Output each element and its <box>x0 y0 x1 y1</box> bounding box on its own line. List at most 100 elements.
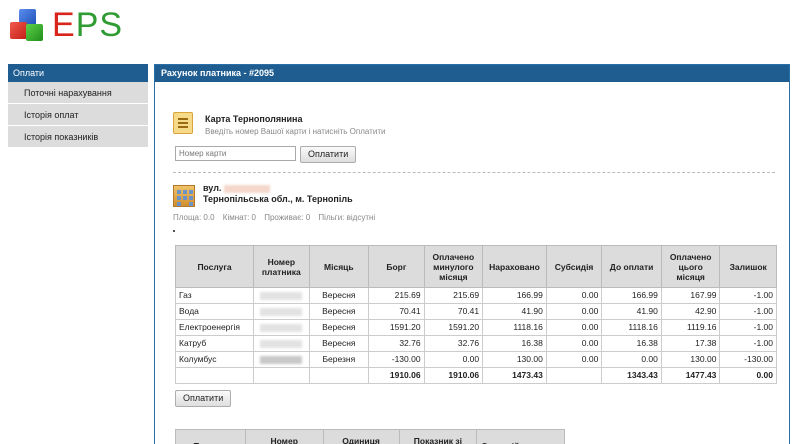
table-row: Електроенергія Вересня 1591.20 1591.20 1… <box>174 319 777 336</box>
area-value: Площа: 0.0 <box>173 213 215 222</box>
cubes-logo-icon <box>6 6 48 44</box>
card-subtitle: Введіть номер Вашої карти і натисніть Оп… <box>205 127 386 136</box>
payer-number-cell <box>253 303 310 320</box>
residents-value: Проживає: 0 <box>264 213 311 222</box>
col-debt: Борг <box>368 245 425 288</box>
card-number-input[interactable] <box>175 146 296 161</box>
service-cell: Вода <box>174 303 255 320</box>
sidebar-item-payment-history[interactable]: Історія оплат <box>8 104 148 126</box>
total-balance: 0.00 <box>719 367 777 384</box>
sidebar-title: Оплати <box>8 64 148 82</box>
service-cell: Колумбус <box>174 351 255 368</box>
paid-prev-cell: 32.76 <box>423 335 484 352</box>
to-pay-cell: 166.99 <box>601 287 662 304</box>
subsidy-cell: 0.00 <box>545 287 603 304</box>
to-pay-cell: 0.00 <box>601 351 662 368</box>
paid-prev-cell: 215.69 <box>423 287 484 304</box>
to-pay-cell: 41.90 <box>601 303 662 320</box>
charged-cell: 130.00 <box>482 351 547 368</box>
paid-curr-cell: 1119.16 <box>660 319 721 336</box>
col-service-reading: Показник зі служби <box>398 429 478 444</box>
col-month: Місяць <box>308 245 370 288</box>
card-title: Карта Тернополянина <box>205 114 303 124</box>
total-debt: 1910.06 <box>368 367 425 384</box>
month-cell: Вересня <box>308 287 370 304</box>
paid-prev-cell: 70.41 <box>423 303 484 320</box>
address-city: Тернопільська обл., м. Тернопіль <box>203 194 353 204</box>
card-pay-button[interactable]: Оплатити <box>300 146 357 163</box>
debt-cell: 215.69 <box>368 287 425 304</box>
totals-row: 1910.06 1910.06 1473.43 1343.43 1477.43 … <box>174 367 777 384</box>
total-to-pay: 1343.43 <box>601 367 662 384</box>
service-cell: Електроенергія <box>174 319 255 336</box>
redacted-value <box>260 307 303 316</box>
table-row: Вода Вересня 70.41 70.41 41.90 0.00 41.9… <box>174 303 777 320</box>
charges-table: Послуга Номер платника Місяць Борг Оплач… <box>174 245 777 384</box>
redacted-value <box>260 291 303 300</box>
charged-cell: 1118.16 <box>482 319 547 336</box>
redacted-value <box>260 355 303 364</box>
balance-cell: -1.00 <box>719 303 777 320</box>
month-cell: Вересня <box>308 303 370 320</box>
subsidy-cell: 0.00 <box>545 303 603 320</box>
payer-number-cell <box>253 287 310 304</box>
balance-cell: -1.00 <box>719 287 777 304</box>
redacted-value <box>260 323 303 332</box>
app-header: EPS <box>0 0 800 50</box>
col-meter-service: Послуга <box>175 429 246 444</box>
col-payer-number: Номер платника <box>253 245 310 288</box>
service-cell: Катруб <box>174 335 255 352</box>
month-cell: Березня <box>308 351 370 368</box>
charged-cell: 41.90 <box>482 303 547 320</box>
eps-logo[interactable]: EPS <box>6 6 123 44</box>
col-subsidy: Субсидія <box>545 245 603 288</box>
redacted-value <box>260 339 303 348</box>
card-icon <box>173 112 193 134</box>
col-last-reading: Останній показник <box>476 429 565 444</box>
paid-curr-cell: 42.90 <box>660 303 721 320</box>
meters-header-row: Послуга Номер лічильника Одиниця вимірюв… <box>175 429 565 444</box>
col-charged: Нараховано <box>482 245 547 288</box>
month-cell: Вересня <box>308 319 370 336</box>
table-row: Колумбус Березня -130.00 0.00 130.00 0.0… <box>174 351 777 368</box>
total-paid-prev: 1910.06 <box>423 367 484 384</box>
paid-prev-cell: 0.00 <box>423 351 484 368</box>
col-service: Послуга <box>174 245 255 288</box>
dot-marker <box>173 230 175 232</box>
col-to-pay: До оплати <box>601 245 662 288</box>
sidebar: Оплати Поточні нарахування Історія оплат… <box>8 64 148 148</box>
meters-table: Послуга Номер лічильника Одиниця вимірюв… <box>175 429 565 444</box>
balance-cell: -1.00 <box>719 319 777 336</box>
debt-cell: 1591.20 <box>368 319 425 336</box>
address-meta: Площа: 0.0 Кімнат: 0 Проживає: 0 Пільги:… <box>173 213 381 222</box>
paid-curr-cell: 130.00 <box>660 351 721 368</box>
col-paid-prev: Оплачено минулого місяця <box>423 245 484 288</box>
debt-cell: 32.76 <box>368 335 425 352</box>
city-card-block: Карта Тернополянина Введіть номер Вашої … <box>173 112 385 136</box>
paid-prev-cell: 1591.20 <box>423 319 484 336</box>
debt-cell: -130.00 <box>368 351 425 368</box>
subsidy-cell: 0.00 <box>545 335 603 352</box>
benefits-value: Пільги: відсутні <box>318 213 376 222</box>
balance-cell: -130.00 <box>719 351 777 368</box>
sidebar-item-current-charges[interactable]: Поточні нарахування <box>8 82 148 104</box>
to-pay-cell: 1118.16 <box>601 319 662 336</box>
to-pay-cell: 16.38 <box>601 335 662 352</box>
payer-number-cell <box>253 335 310 352</box>
col-balance: Залишок <box>719 245 777 288</box>
building-icon <box>173 185 195 207</box>
charged-cell: 166.99 <box>482 287 547 304</box>
rooms-value: Кімнат: 0 <box>222 213 256 222</box>
payer-number-cell <box>253 351 310 368</box>
address-street: вул. <box>203 183 353 193</box>
redacted-street <box>224 184 271 193</box>
col-meter-number: Номер лічильника <box>244 429 324 444</box>
sidebar-item-readings-history[interactable]: Історія показників <box>8 126 148 148</box>
subsidy-cell: 0.00 <box>545 319 603 336</box>
pay-button[interactable]: Оплатити <box>175 390 232 407</box>
charged-cell: 16.38 <box>482 335 547 352</box>
payer-number-cell <box>253 319 310 336</box>
subsidy-cell: 0.00 <box>545 351 603 368</box>
divider <box>173 172 775 173</box>
address-block: вул. Тернопільська обл., м. Тернопіль <box>173 183 353 207</box>
